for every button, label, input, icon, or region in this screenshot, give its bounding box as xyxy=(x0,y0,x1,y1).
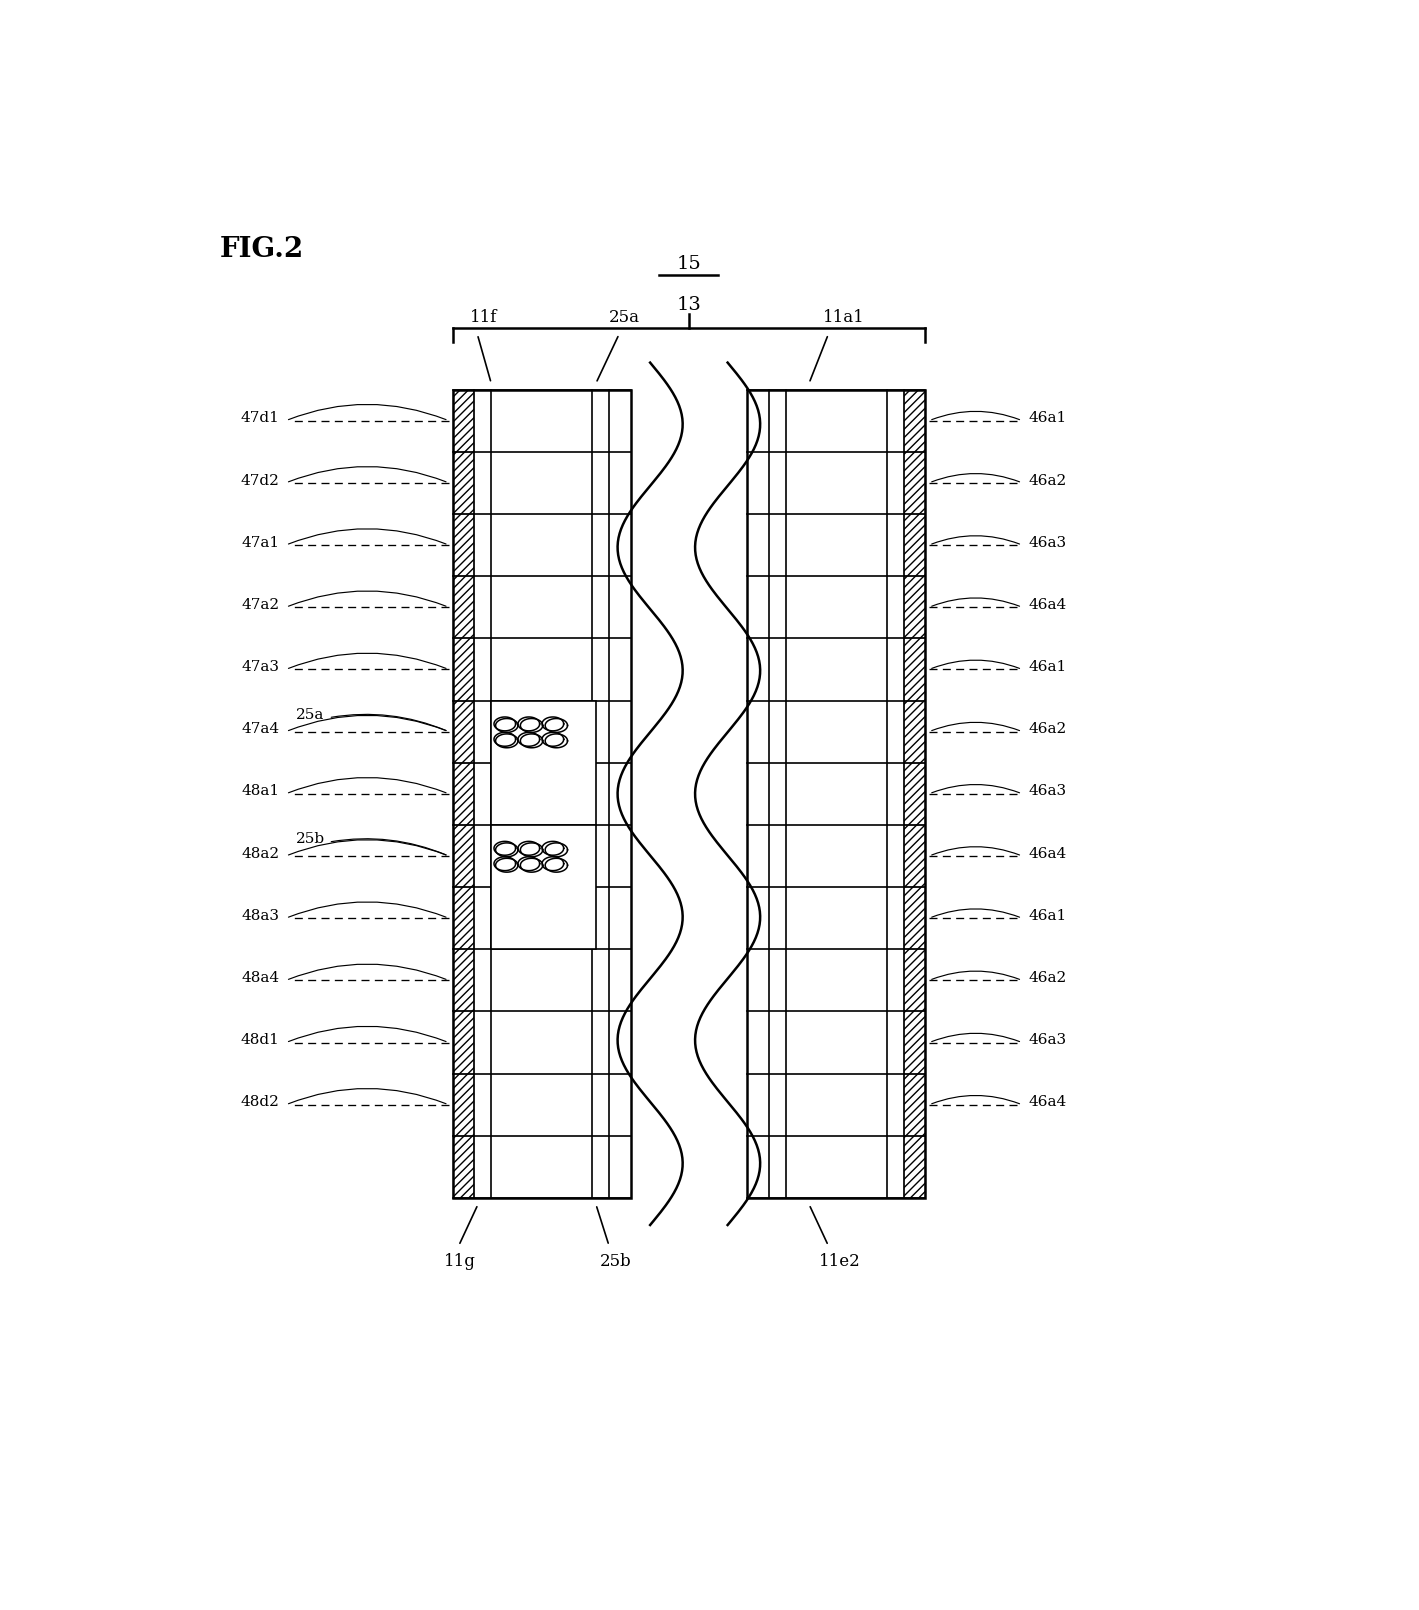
Bar xyxy=(453,1137,474,1198)
Text: 46a3: 46a3 xyxy=(1029,784,1067,799)
Bar xyxy=(453,763,474,824)
Bar xyxy=(453,390,631,1198)
Text: 25b: 25b xyxy=(295,832,325,845)
Bar xyxy=(904,700,925,763)
Text: 47a2: 47a2 xyxy=(241,597,280,612)
Text: 25b: 25b xyxy=(599,1254,631,1270)
Text: 11f: 11f xyxy=(470,309,497,327)
Bar xyxy=(904,950,925,1011)
Bar xyxy=(453,514,474,576)
Bar xyxy=(904,824,925,887)
Text: 46a2: 46a2 xyxy=(1029,971,1067,985)
Bar xyxy=(904,514,925,576)
Bar xyxy=(453,390,474,452)
Text: FIG.2: FIG.2 xyxy=(220,235,304,262)
Text: 48d1: 48d1 xyxy=(241,1034,280,1047)
Text: 47a1: 47a1 xyxy=(241,536,280,549)
Bar xyxy=(453,576,474,638)
Bar xyxy=(904,576,925,638)
Text: 46a4: 46a4 xyxy=(1029,1095,1067,1109)
Text: 25a: 25a xyxy=(609,309,640,327)
Text: 48d2: 48d2 xyxy=(241,1095,280,1109)
Text: 47a4: 47a4 xyxy=(241,723,280,736)
Bar xyxy=(491,824,596,950)
Text: 48a4: 48a4 xyxy=(241,971,280,985)
Bar xyxy=(453,1074,474,1137)
Text: 48a2: 48a2 xyxy=(241,847,280,861)
Bar xyxy=(491,700,596,824)
Bar xyxy=(904,638,925,700)
Bar xyxy=(904,763,925,824)
Text: 46a2: 46a2 xyxy=(1029,473,1067,488)
Text: 25a: 25a xyxy=(297,708,325,721)
Bar xyxy=(904,887,925,950)
Bar xyxy=(904,390,925,452)
Text: 48a1: 48a1 xyxy=(241,784,280,799)
Bar xyxy=(453,950,474,1011)
Bar xyxy=(453,700,474,763)
Text: 47a3: 47a3 xyxy=(241,660,280,675)
Text: 46a1: 46a1 xyxy=(1029,411,1067,425)
Bar xyxy=(453,452,474,514)
Bar xyxy=(904,1137,925,1198)
Text: 46a1: 46a1 xyxy=(1029,660,1067,675)
Bar xyxy=(453,824,474,887)
Text: 48a3: 48a3 xyxy=(241,910,280,923)
Bar xyxy=(904,452,925,514)
Text: 15: 15 xyxy=(677,256,701,274)
Text: 13: 13 xyxy=(677,296,701,314)
Text: 46a2: 46a2 xyxy=(1029,723,1067,736)
Text: 11a1: 11a1 xyxy=(823,309,864,327)
Text: 47d2: 47d2 xyxy=(241,473,280,488)
Bar xyxy=(904,1074,925,1137)
Text: 46a3: 46a3 xyxy=(1029,1034,1067,1047)
Bar xyxy=(453,638,474,700)
Text: 46a4: 46a4 xyxy=(1029,847,1067,861)
Bar xyxy=(453,1011,474,1074)
Bar xyxy=(746,390,925,1198)
Text: 11g: 11g xyxy=(444,1254,477,1270)
Text: 46a1: 46a1 xyxy=(1029,910,1067,923)
Text: 46a4: 46a4 xyxy=(1029,597,1067,612)
Bar xyxy=(453,887,474,950)
Bar xyxy=(904,1011,925,1074)
Text: 11e2: 11e2 xyxy=(819,1254,861,1270)
Text: 46a3: 46a3 xyxy=(1029,536,1067,549)
Text: 47d1: 47d1 xyxy=(241,411,280,425)
